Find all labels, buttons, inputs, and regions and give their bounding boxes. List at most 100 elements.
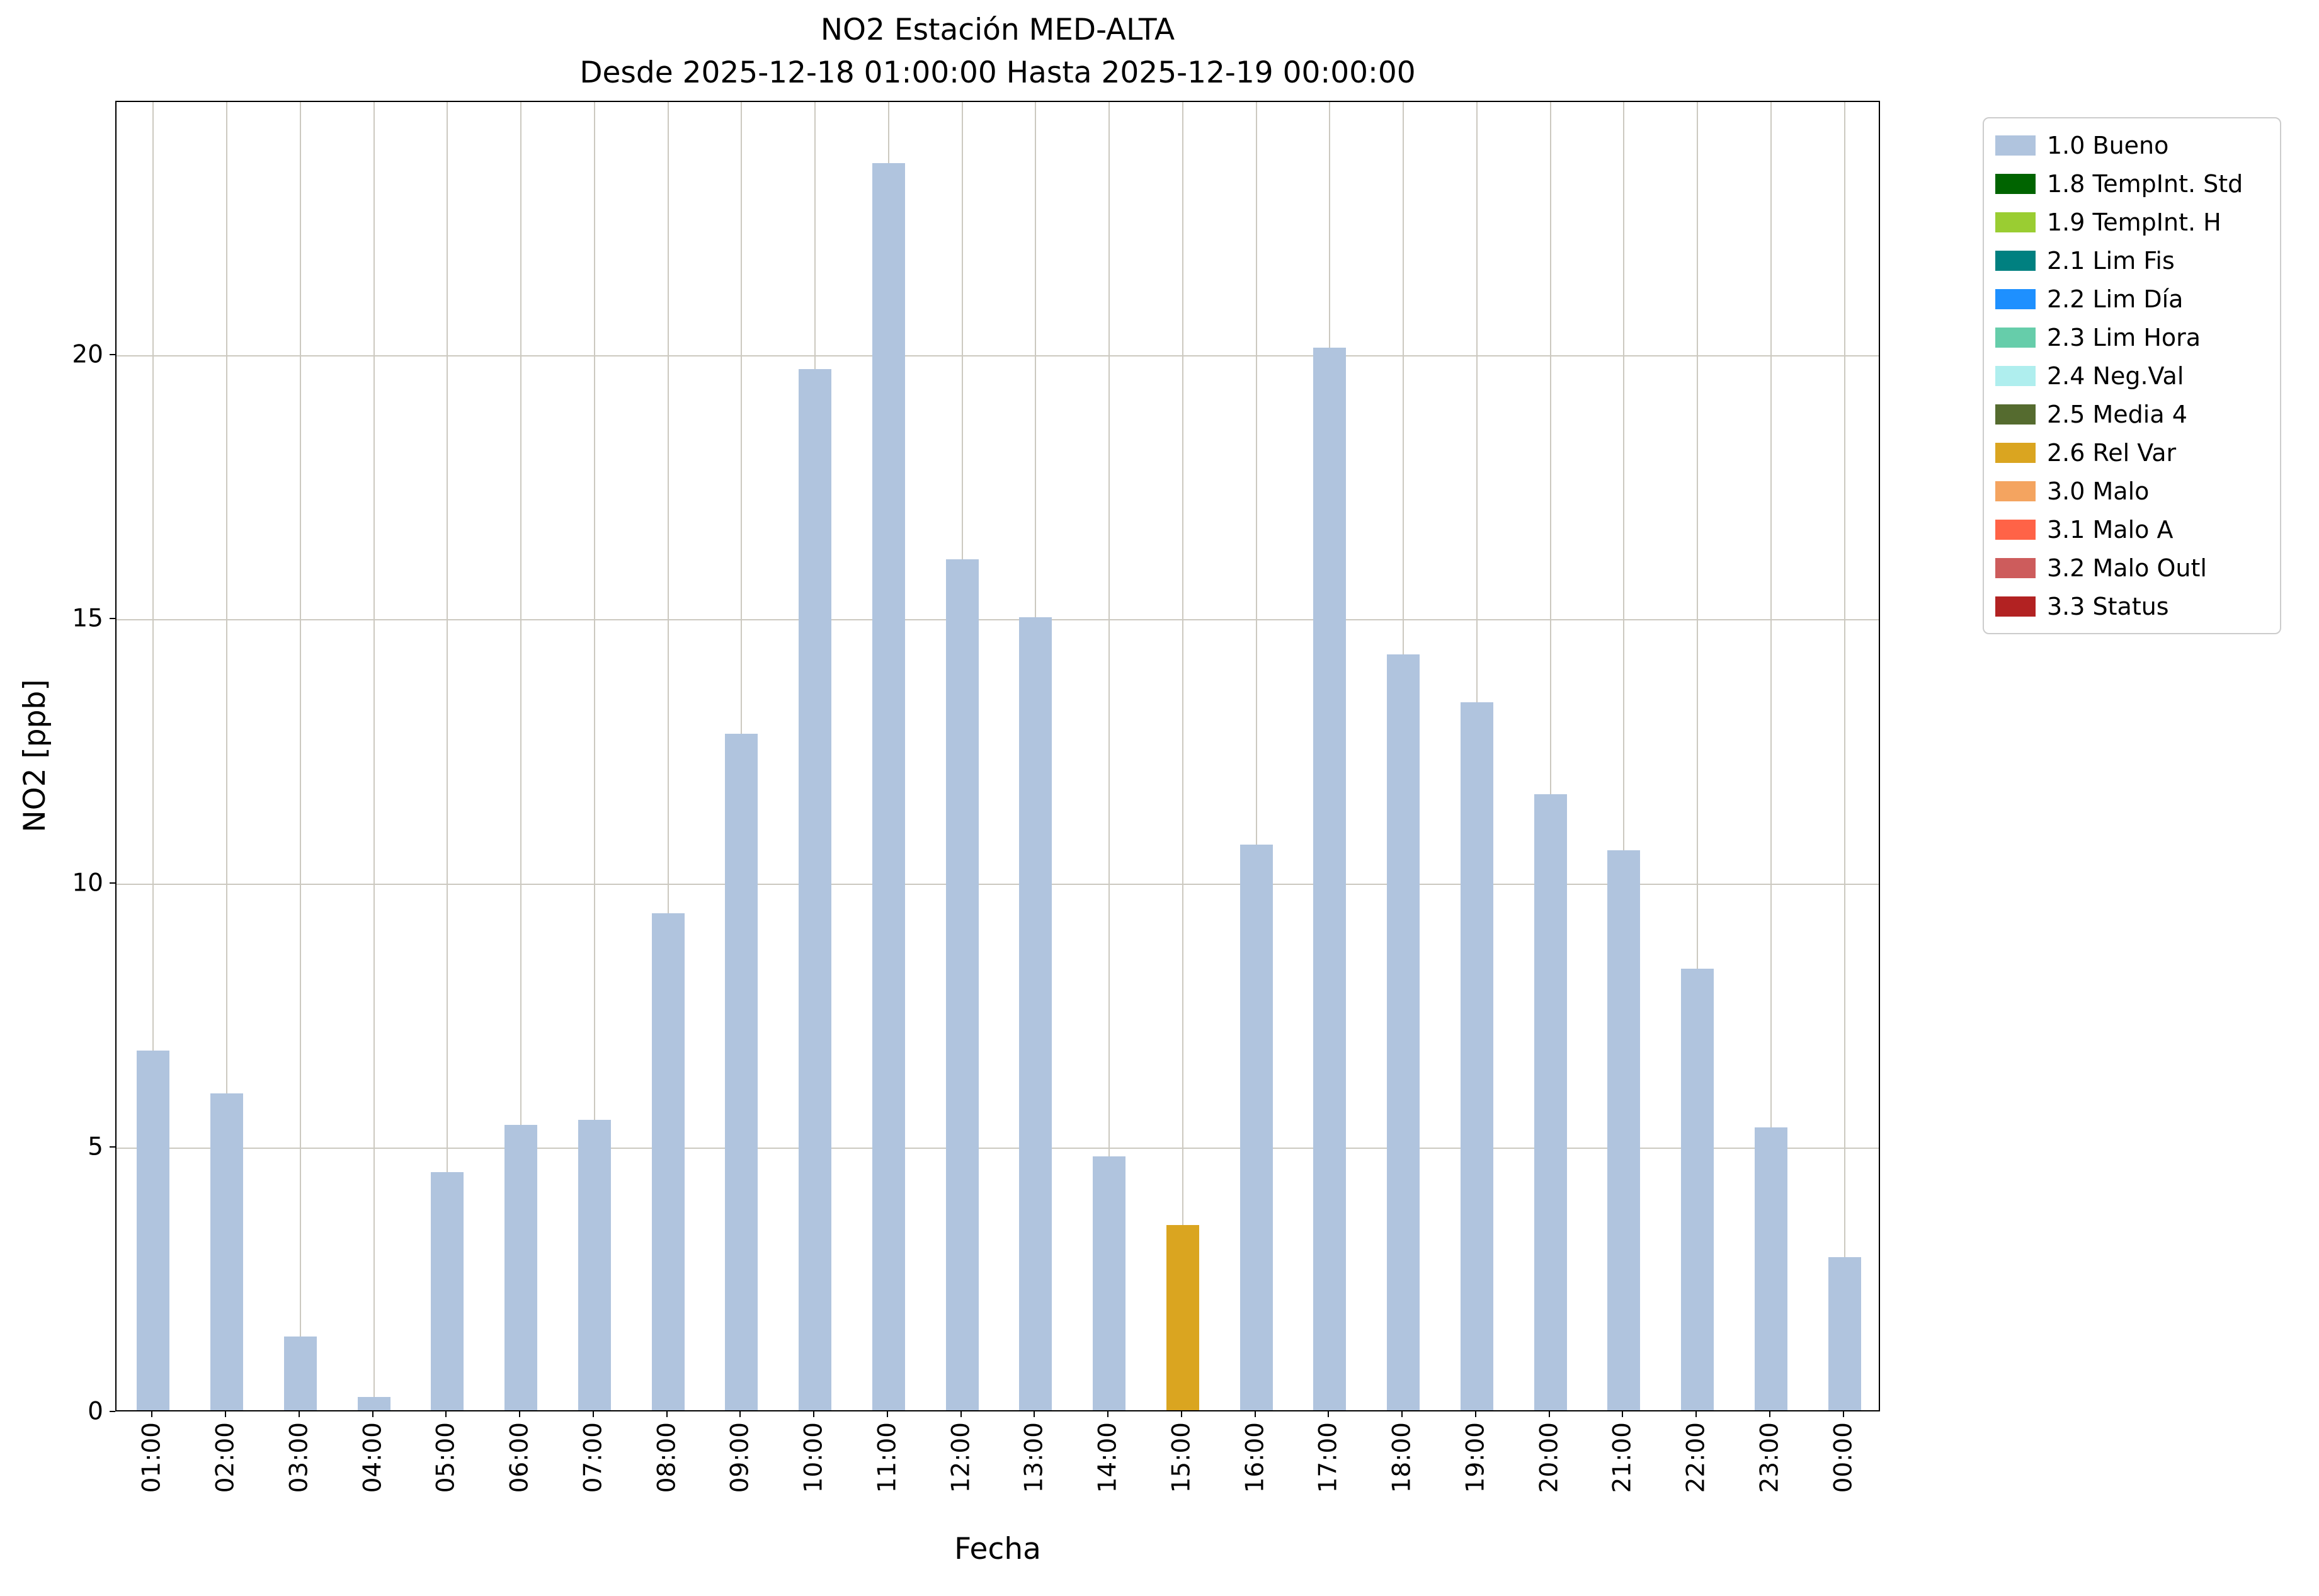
legend-color-patch [1995,327,2036,348]
plot-area [115,101,1880,1411]
gridline-vertical [1255,102,1257,1410]
legend-color-patch [1995,250,2036,271]
x-tick-label: 06:00 [505,1422,534,1493]
gridline-vertical [1843,102,1845,1410]
legend-color-patch [1995,481,2036,501]
y-tick-mark [110,353,115,355]
gridline-vertical [299,102,301,1410]
x-tick-mark [1107,1411,1109,1417]
x-tick-mark [1328,1411,1330,1417]
x-tick-mark [1401,1411,1403,1417]
bar [1239,845,1273,1410]
y-tick-label: 15 [72,604,103,633]
x-tick-mark [813,1411,815,1417]
legend-item: 1.0 Bueno [1995,126,2269,164]
legend-color-patch [1995,404,2036,425]
legend-item: 3.1 Malo A [1995,510,2269,549]
bar [651,913,685,1410]
legend-label: 1.8 TempInt. Std [2047,169,2243,198]
bar [1387,654,1420,1410]
legend-label: 2.5 Media 4 [2047,400,2187,428]
legend-label: 1.0 Bueno [2047,131,2169,159]
x-tick-mark [1548,1411,1550,1417]
legend-item: 3.3 Status [1995,587,2269,625]
gridline-vertical [667,102,669,1410]
legend-label: 3.0 Malo [2047,477,2150,505]
bar [872,162,905,1410]
x-tick-label: 01:00 [137,1422,166,1493]
legend-color-patch [1995,288,2036,309]
bar [578,1119,611,1410]
x-tick-mark [1622,1411,1624,1417]
gridline-vertical [1182,102,1183,1410]
legend-item: 2.6 Rel Var [1995,433,2269,472]
legend-color-patch [1995,135,2036,156]
x-tick-label: 02:00 [211,1422,240,1493]
x-tick-mark [372,1411,373,1417]
x-tick-label: 04:00 [358,1422,387,1493]
legend-box: 1.0 Bueno 1.8 TempInt. Std 1.9 TempInt. H 2… [1983,117,2281,634]
bar [799,368,832,1410]
legend-item: 3.2 Malo Outl [1995,549,2269,587]
chart-title: NO2 Estación MED-ALTA [820,13,1175,47]
x-tick-mark [519,1411,521,1417]
legend-item: 2.5 Media 4 [1995,395,2269,433]
bar [283,1336,317,1410]
legend-label: 2.1 Lim Fis [2047,246,2175,275]
x-tick-mark [886,1411,888,1417]
x-tick-label: 14:00 [1093,1422,1122,1493]
legend-label: 1.9 TempInt. H [2047,208,2221,236]
legend-color-patch [1995,442,2036,463]
legend-item: 2.2 Lim Día [1995,280,2269,318]
gridline-vertical [1108,102,1110,1410]
legend-item: 1.9 TempInt. H [1995,203,2269,241]
legend-label: 3.3 Status [2047,592,2169,620]
x-tick-mark [1474,1411,1476,1417]
legend-label: 3.1 Malo A [2047,515,2174,544]
x-tick-mark [1769,1411,1770,1417]
legend-color-patch [1995,557,2036,578]
x-tick-label: 07:00 [579,1422,608,1493]
x-tick-label: 05:00 [431,1422,460,1493]
y-tick-label: 0 [88,1397,103,1426]
legend-item: 2.4 Neg.Val [1995,356,2269,395]
x-tick-mark [1034,1411,1035,1417]
gridline-vertical [1697,102,1699,1410]
gridline-horizontal [117,355,1879,356]
chart-subtitle: Desde 2025-12-18 01:00:00 Hasta 2025-12-… [579,55,1416,91]
x-tick-mark [445,1411,447,1417]
x-tick-label: 09:00 [726,1422,755,1493]
gridline-vertical [593,102,595,1410]
legend-color-patch [1995,519,2036,540]
gridline-vertical [520,102,522,1410]
x-tick-mark [739,1411,741,1417]
legend-item: 2.3 Lim Hora [1995,318,2269,356]
x-tick-label: 22:00 [1682,1422,1711,1493]
x-tick-label: 11:00 [873,1422,902,1493]
legend-color-patch [1995,212,2036,232]
x-tick-label: 19:00 [1461,1422,1490,1493]
bar [1313,348,1347,1410]
y-tick-label: 20 [72,340,103,369]
x-tick-mark [1842,1411,1844,1417]
legend-label: 2.4 Neg.Val [2047,362,2184,390]
x-tick-mark [151,1411,153,1417]
x-tick-mark [1180,1411,1182,1417]
y-tick-mark [110,882,115,884]
bar [431,1172,464,1410]
gridline-horizontal [117,619,1879,621]
y-axis-label: NO2 [ppb] [18,679,52,833]
gridline-horizontal [117,883,1879,885]
x-tick-mark [1254,1411,1256,1417]
gridline-vertical [152,102,154,1410]
bar [137,1051,170,1410]
legend-label: 3.2 Malo Outl [2047,554,2207,582]
x-tick-label: 20:00 [1535,1422,1564,1493]
x-tick-mark [1695,1411,1697,1417]
bar [1681,969,1714,1410]
gridline-vertical [226,102,228,1410]
gridline-horizontal [117,1148,1879,1149]
y-tick-mark [110,1411,115,1412]
x-tick-label: 03:00 [285,1422,314,1493]
